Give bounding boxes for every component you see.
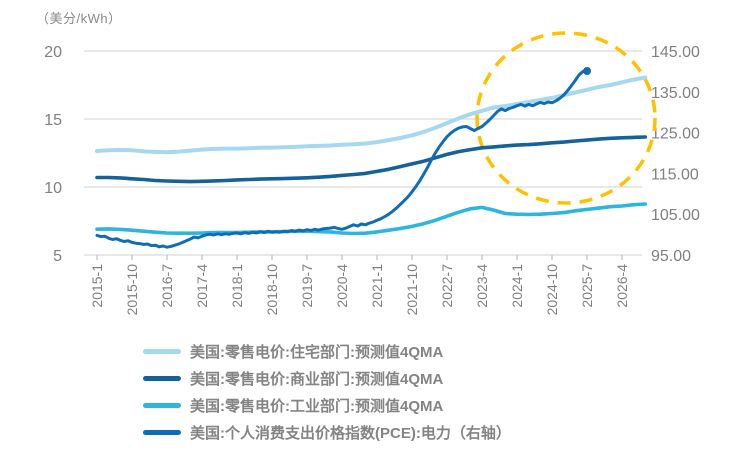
- series-line-2: [95, 202, 648, 236]
- x-tick-label: 2024-10: [544, 264, 560, 316]
- y-right-tick-label: 115.00: [651, 166, 699, 183]
- y-right-tick-label: 145.00: [651, 44, 700, 61]
- legend-item-industrial: 美国:零售电价:工业部门:预测值4QMA: [143, 392, 511, 419]
- x-tick-label: 2022-7: [439, 264, 455, 308]
- legend-swatch-residential: [143, 349, 181, 354]
- x-tick-label: 2017-4: [194, 264, 210, 308]
- y-axis-unit-label: （美分/kWh）: [36, 11, 122, 26]
- x-tick-label: 2018-1: [229, 264, 245, 308]
- x-tick-label: 2019-7: [299, 264, 315, 308]
- x-tick-label: 2023-4: [474, 264, 490, 308]
- legend-label-industrial: 美国:零售电价:工业部门:预测值4QMA: [190, 398, 444, 415]
- legend-label-residential: 美国:零售电价:住宅部门:预测值4QMA: [190, 344, 444, 361]
- highlight-circle: [475, 31, 657, 205]
- x-tick-label: 2016-7: [159, 264, 175, 308]
- x-tick-label: 2015-1: [89, 264, 105, 308]
- x-tick-label: 2020-4: [334, 264, 350, 308]
- y-left-tick-label: 5: [53, 248, 62, 265]
- x-tick-label: 2024-1: [509, 264, 525, 308]
- y-left-tick-label: 20: [44, 44, 62, 61]
- x-tick-label: 2018-10: [264, 264, 280, 316]
- legend-swatch-pce-electricity: [143, 430, 181, 435]
- legend-label-commercial: 美国:零售电价:商业部门:预测值4QMA: [190, 371, 444, 388]
- legend-item-commercial: 美国:零售电价:商业部门:预测值4QMA: [143, 365, 511, 392]
- legend-item-residential: 美国:零售电价:住宅部门:预测值4QMA: [143, 338, 511, 365]
- x-tick-label: 2021-10: [404, 264, 420, 316]
- legend-item-pce-electricity: 美国:个人消费支出价格指数(PCE):电力（右轴）: [143, 419, 511, 446]
- legend-swatch-industrial: [143, 403, 181, 408]
- y-left-tick-label: 10: [44, 180, 62, 197]
- series-line-0: [95, 75, 648, 155]
- legend: 美国:零售电价:住宅部门:预测值4QMA 美国:零售电价:商业部门:预测值4QM…: [143, 338, 511, 446]
- x-tick-label: 2021-1: [369, 264, 385, 308]
- y-right-tick-label: 95.00: [651, 248, 691, 265]
- y-right-tick-label: 125.00: [651, 126, 700, 143]
- x-tick-label: 2025-7: [579, 264, 595, 308]
- series-line-1: [95, 135, 648, 184]
- x-tick-label: 2026-4: [614, 264, 630, 308]
- legend-label-pce-electricity: 美国:个人消费支出价格指数(PCE):电力（右轴）: [190, 425, 511, 442]
- y-right-tick-label: 135.00: [651, 85, 700, 102]
- series-end-marker: [583, 66, 591, 75]
- y-right-tick-label: 105.00: [651, 207, 700, 224]
- y-left-tick-label: 15: [44, 112, 62, 129]
- x-tick-label: 2015-10: [124, 264, 140, 316]
- chart-svg: 5 10 15 20 95.00 105.00 115.00 125.00 135.00 145.…: [44, 31, 700, 316]
- series-line-3: [95, 69, 589, 249]
- legend-swatch-commercial: [143, 376, 181, 381]
